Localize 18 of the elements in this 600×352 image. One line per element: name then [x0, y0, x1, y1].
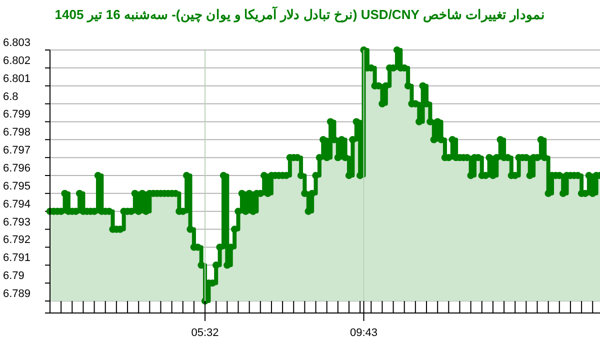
y-tick-label: 6.8 [3, 90, 18, 103]
y-tick-label: 6.799 [3, 108, 31, 121]
y-tick-label: 6.796 [3, 162, 31, 174]
y-tick-label: 6.797 [3, 144, 31, 157]
y-tick-label: 6.795 [3, 180, 31, 192]
x-tick-label: 05:32 [191, 327, 219, 339]
y-tick-label: 6.802 [3, 54, 31, 67]
title: نمودار تغییرات شاخص USD/CNY (نرخ تبادل دلار آمریکا و یوان چین)- سه‌شنبه 16 تیر 1405 [54, 7, 546, 22]
y-tick-label: 6.789 [3, 288, 31, 300]
y-tick-label: 6.801 [3, 72, 31, 85]
y-tick-label: 6.803 [3, 37, 31, 49]
y-tick-label: 6.791 [3, 252, 31, 264]
x-tick-label: 09:43 [350, 327, 378, 339]
y-tick-label: 6.793 [3, 216, 31, 228]
y-tick-label: 6.792 [3, 234, 31, 246]
y-tick-label: 6.798 [3, 126, 31, 139]
y-tick-label: 6.794 [3, 198, 31, 210]
y-tick-label: 6.79 [3, 270, 24, 282]
